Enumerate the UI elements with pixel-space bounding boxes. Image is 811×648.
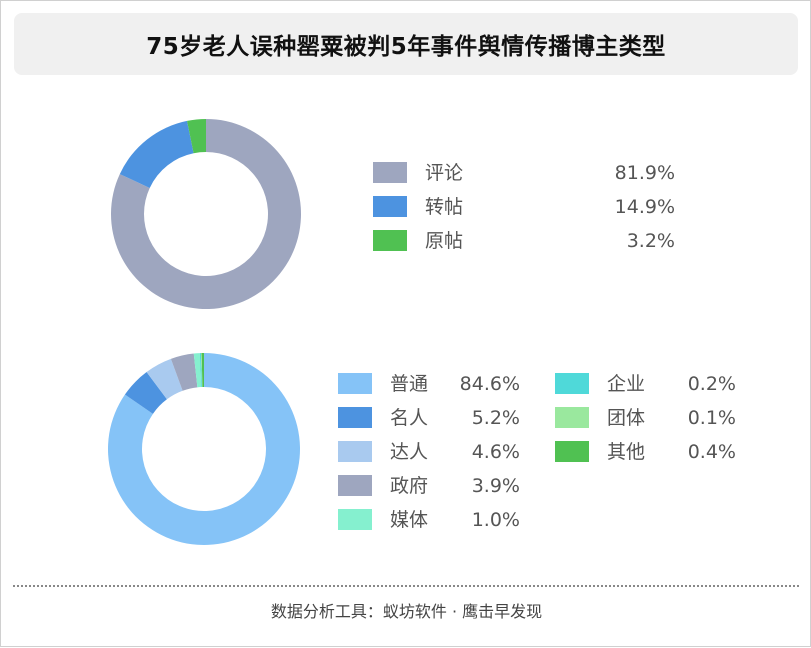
legend2-value-4: 1.0% bbox=[472, 509, 520, 531]
legend2-value-7: 0.4% bbox=[688, 441, 736, 463]
legend2-swatch-5 bbox=[555, 373, 589, 394]
legend1-swatch-2 bbox=[373, 230, 407, 251]
legend2-swatch-0 bbox=[338, 373, 372, 394]
footer-source: 数据分析工具：蚁坊软件 · 鹰击早发现 bbox=[270, 602, 543, 621]
donut-chart-post-type bbox=[110, 119, 301, 310]
legend2-value-0: 84.6% bbox=[460, 373, 520, 395]
legend2-value-2: 4.6% bbox=[472, 441, 520, 463]
legend2-value-5: 0.2% bbox=[688, 373, 736, 395]
donut2-slice-7 bbox=[201, 353, 204, 388]
legend1-value-2: 3.2% bbox=[627, 230, 675, 252]
legend2-swatch-7 bbox=[555, 441, 589, 462]
donut2-slice-1 bbox=[124, 372, 167, 414]
legend2-label-0: 普通 bbox=[390, 373, 428, 395]
legend2-swatch-4 bbox=[338, 509, 372, 530]
legend2-swatch-1 bbox=[338, 407, 372, 428]
legend2-label-6: 团体 bbox=[607, 407, 645, 429]
donut2-slice-5 bbox=[199, 353, 203, 388]
donut2-slice-3 bbox=[170, 353, 198, 391]
legend-post-type: 评论 81.9% 转帖 14.9% 原帖 3.2% bbox=[373, 162, 675, 252]
legend2-value-1: 5.2% bbox=[472, 407, 520, 429]
legend2-swatch-3 bbox=[338, 475, 372, 496]
legend2-value-3: 3.9% bbox=[472, 475, 520, 497]
donut1-slice-0 bbox=[110, 119, 301, 310]
legend2-value-6: 0.1% bbox=[688, 407, 736, 429]
legend2-label-4: 媒体 bbox=[390, 509, 428, 531]
donut2-slice-0 bbox=[108, 353, 301, 545]
legend2-label-3: 政府 bbox=[390, 475, 428, 497]
legend1-label-2: 原帖 bbox=[425, 230, 463, 252]
legend1-swatch-0 bbox=[373, 162, 407, 183]
donut2-slice-2 bbox=[146, 358, 183, 400]
legend1-swatch-1 bbox=[373, 196, 407, 217]
legend1-value-1: 14.9% bbox=[615, 196, 675, 218]
chart-title: 75岁老人误种罂粟被判5年事件舆情传播博主类型 bbox=[146, 34, 666, 60]
legend-blogger-type: 普通 84.6% 名人 5.2% 达人 4.6% 政府 3.9% 媒体 1.0% 企业 0.2% 团体 0… bbox=[338, 373, 736, 531]
legend1-value-0: 81.9% bbox=[615, 162, 675, 184]
donut1-slice-2 bbox=[187, 119, 206, 154]
legend2-label-5: 企业 bbox=[607, 373, 645, 395]
donut-chart-blogger-type bbox=[108, 353, 301, 545]
legend2-label-1: 名人 bbox=[390, 407, 428, 429]
donut1-slice-1 bbox=[119, 120, 194, 188]
title-bar: 75岁老人误种罂粟被判5年事件舆情传播博主类型 bbox=[14, 13, 798, 75]
legend2-swatch-2 bbox=[338, 441, 372, 462]
donut2-slice-4 bbox=[193, 353, 202, 388]
footer-divider bbox=[13, 585, 799, 587]
legend2-swatch-6 bbox=[555, 407, 589, 428]
legend2-label-7: 其他 bbox=[607, 441, 645, 463]
legend2-label-2: 达人 bbox=[390, 441, 428, 463]
legend1-label-0: 评论 bbox=[425, 162, 463, 184]
legend1-label-1: 转帖 bbox=[425, 196, 463, 218]
donut2-slice-6 bbox=[200, 353, 203, 388]
